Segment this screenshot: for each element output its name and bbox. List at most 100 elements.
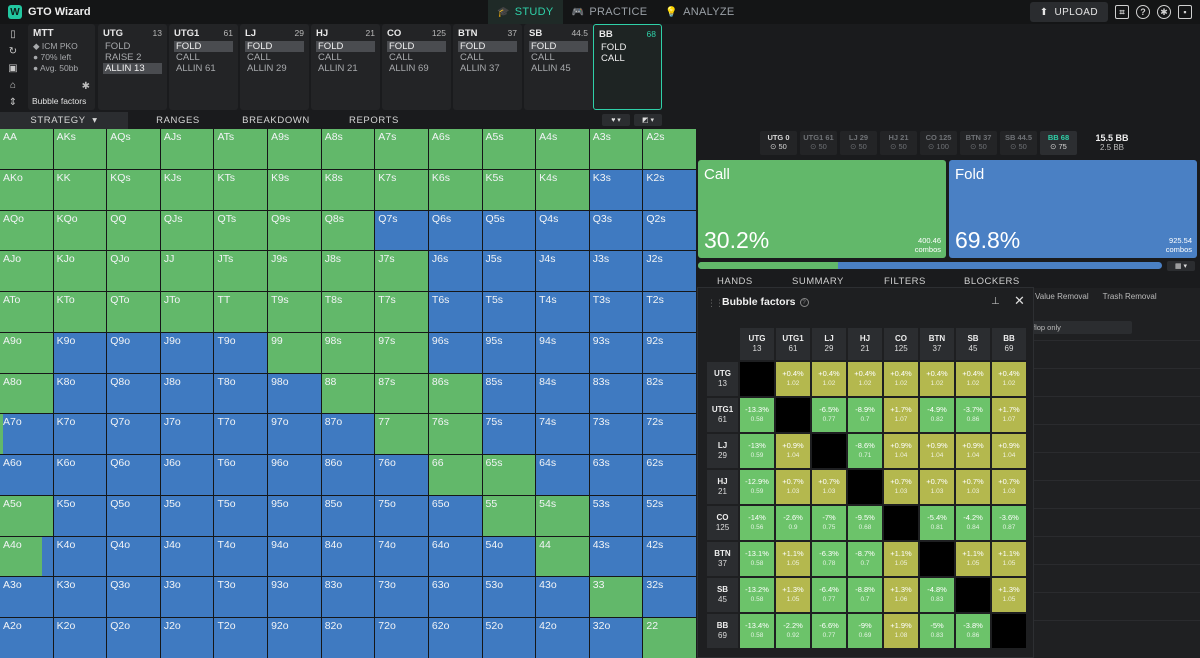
column-value-removal[interactable]: Value Removal	[1035, 292, 1089, 301]
gear-icon[interactable]: ✱	[1157, 5, 1171, 19]
hand-cell-kto[interactable]: KTo	[53, 292, 107, 332]
hand-cell-k2o[interactable]: K2o	[53, 618, 107, 658]
seat-utg[interactable]: UTG 0 ⊙ 50	[760, 131, 797, 155]
position-action[interactable]: ALLIN 29	[247, 63, 287, 74]
hand-cell-43s[interactable]: 43s	[589, 536, 643, 577]
position-action[interactable]: FOLD	[245, 41, 304, 52]
hand-cell-q9o[interactable]: Q9o	[107, 332, 160, 373]
hand-cell-t3s[interactable]: T3s	[589, 292, 643, 332]
hand-cell-86o[interactable]: 86o	[321, 455, 375, 495]
tab-reports[interactable]: REPORTS	[349, 115, 399, 126]
hand-cell-a5s[interactable]: A5s	[482, 129, 536, 169]
hand-cell-96o[interactable]: 96o	[268, 455, 321, 495]
hand-cell-22[interactable]: 22	[643, 618, 696, 658]
help-icon[interactable]: ?	[1136, 5, 1150, 19]
hand-cell-j8s[interactable]: J8s	[321, 251, 375, 292]
hand-cell-k6s[interactable]: K6s	[428, 169, 482, 210]
hand-cell-k9s[interactable]: K9s	[268, 169, 321, 210]
hand-cell-82s[interactable]: 82s	[643, 373, 696, 414]
hand-cell-k7o[interactable]: K7o	[53, 414, 107, 455]
hand-cell-65s[interactable]: 65s	[482, 455, 536, 495]
position-action[interactable]: FOLD	[458, 41, 517, 52]
hand-cell-t3o[interactable]: T3o	[214, 577, 268, 618]
nav-tab-analyze[interactable]: 💡 ANALYZE	[656, 0, 743, 24]
hand-cell-64o[interactable]: 64o	[428, 536, 482, 577]
seat-btn[interactable]: BTN 37 ⊙ 50	[960, 131, 997, 155]
position-action[interactable]: CALL	[176, 52, 200, 63]
position-action[interactable]: ALLIN 61	[176, 63, 216, 74]
hand-cell-k5s[interactable]: K5s	[482, 169, 536, 210]
hand-cell-a8o[interactable]: A8o	[0, 373, 53, 414]
hand-cell-76o[interactable]: 76o	[375, 455, 428, 495]
hand-cell-t8o[interactable]: T8o	[214, 373, 268, 414]
hand-cell-33[interactable]: 33	[589, 577, 643, 618]
hand-cell-92s[interactable]: 92s	[643, 332, 696, 373]
hand-cell-77[interactable]: 77	[375, 414, 428, 455]
hand-cell-jj[interactable]: JJ	[160, 251, 214, 292]
game-info-card[interactable]: MTT ◆ ICM PKO ● 70% left ● Avg. 50bb ✱ B…	[28, 24, 95, 110]
hand-cell-qq[interactable]: QQ	[107, 210, 160, 251]
hand-cell-j3o[interactable]: J3o	[160, 577, 214, 618]
position-card-utg[interactable]: UTG 13 FOLD RAISE 2 ALLIN 13	[98, 24, 167, 110]
hand-cell-94s[interactable]: 94s	[536, 332, 589, 373]
hand-cell-q7s[interactable]: Q7s	[375, 210, 428, 251]
hand-cell-94o[interactable]: 94o	[268, 536, 321, 577]
seat-sb[interactable]: SB 44.5 ⊙ 50	[1000, 131, 1037, 155]
hand-cell-jts[interactable]: JTs	[214, 251, 268, 292]
position-card-utg1[interactable]: UTG1 61 FOLD CALL ALLIN 61	[169, 24, 238, 110]
position-action[interactable]: RAISE 2	[105, 52, 142, 63]
hand-cell-86s[interactable]: 86s	[428, 373, 482, 414]
hand-cell-q8s[interactable]: Q8s	[321, 210, 375, 251]
position-action[interactable]: ALLIN 13	[103, 63, 162, 74]
hand-cell-a6s[interactable]: A6s	[428, 129, 482, 169]
position-card-bb[interactable]: BB 68 FOLD CALL	[593, 24, 662, 110]
hand-cell-tt[interactable]: TT	[214, 292, 268, 332]
hand-cell-aks[interactable]: AKs	[53, 129, 107, 169]
hand-cell-62s[interactable]: 62s	[643, 455, 696, 495]
sort-icon[interactable]: ⇕	[8, 96, 18, 108]
hand-cell-43o[interactable]: 43o	[536, 577, 589, 618]
hand-cell-83s[interactable]: 83s	[589, 373, 643, 414]
hand-cell-aa[interactable]: AA	[0, 129, 53, 169]
position-card-btn[interactable]: BTN 37 FOLD CALL ALLIN 37	[453, 24, 522, 110]
position-card-lj[interactable]: LJ 29 FOLD CALL ALLIN 29	[240, 24, 309, 110]
hand-cell-kjs[interactable]: KJs	[160, 169, 214, 210]
position-action[interactable]: ALLIN 21	[318, 63, 358, 74]
position-action[interactable]: FOLD	[529, 41, 588, 52]
hand-cell-j5o[interactable]: J5o	[160, 495, 214, 536]
hand-cell-92o[interactable]: 92o	[268, 618, 321, 658]
position-action[interactable]: CALL	[247, 52, 271, 63]
hand-cell-q3o[interactable]: Q3o	[107, 577, 160, 618]
tab-strategy[interactable]: STRATEGY ▾	[0, 112, 128, 129]
position-action[interactable]: ALLIN 45	[531, 63, 571, 74]
hand-cell-j7s[interactable]: J7s	[375, 251, 428, 292]
hand-cell-73o[interactable]: 73o	[375, 577, 428, 618]
hand-cell-44[interactable]: 44	[536, 536, 589, 577]
hand-cell-a3s[interactable]: A3s	[589, 129, 643, 169]
nav-tab-study[interactable]: 🎓 STUDY	[488, 0, 563, 24]
hand-cell-t7o[interactable]: T7o	[214, 414, 268, 455]
hand-cell-jto[interactable]: JTo	[160, 292, 214, 332]
hand-cell-98s[interactable]: 98s	[321, 332, 375, 373]
hand-cell-97o[interactable]: 97o	[268, 414, 321, 455]
hand-cell-76s[interactable]: 76s	[428, 414, 482, 455]
hand-cell-75o[interactable]: 75o	[375, 495, 428, 536]
hand-cell-52s[interactable]: 52s	[643, 495, 696, 536]
hand-cell-74s[interactable]: 74s	[536, 414, 589, 455]
hand-cell-aqo[interactable]: AQo	[0, 210, 53, 251]
hand-cell-a3o[interactable]: A3o	[0, 577, 53, 618]
position-action[interactable]: CALL	[318, 52, 342, 63]
hand-cell-t9o[interactable]: T9o	[214, 332, 268, 373]
display-mode-icon[interactable]: ◩ ▾	[634, 114, 662, 126]
hand-cell-q5s[interactable]: Q5s	[482, 210, 536, 251]
hand-cell-a5o[interactable]: A5o	[0, 495, 53, 536]
hand-cell-99[interactable]: 99	[268, 332, 321, 373]
hand-cell-t5o[interactable]: T5o	[214, 495, 268, 536]
hand-cell-j9s[interactable]: J9s	[268, 251, 321, 292]
hand-cell-qts[interactable]: QTs	[214, 210, 268, 251]
hand-cell-73s[interactable]: 73s	[589, 414, 643, 455]
column-trash-removal[interactable]: Trash Removal	[1102, 292, 1157, 301]
hand-cell-t8s[interactable]: T8s	[321, 292, 375, 332]
hand-cell-k2s[interactable]: K2s	[643, 169, 696, 210]
save-icon[interactable]: ▣	[8, 62, 18, 74]
